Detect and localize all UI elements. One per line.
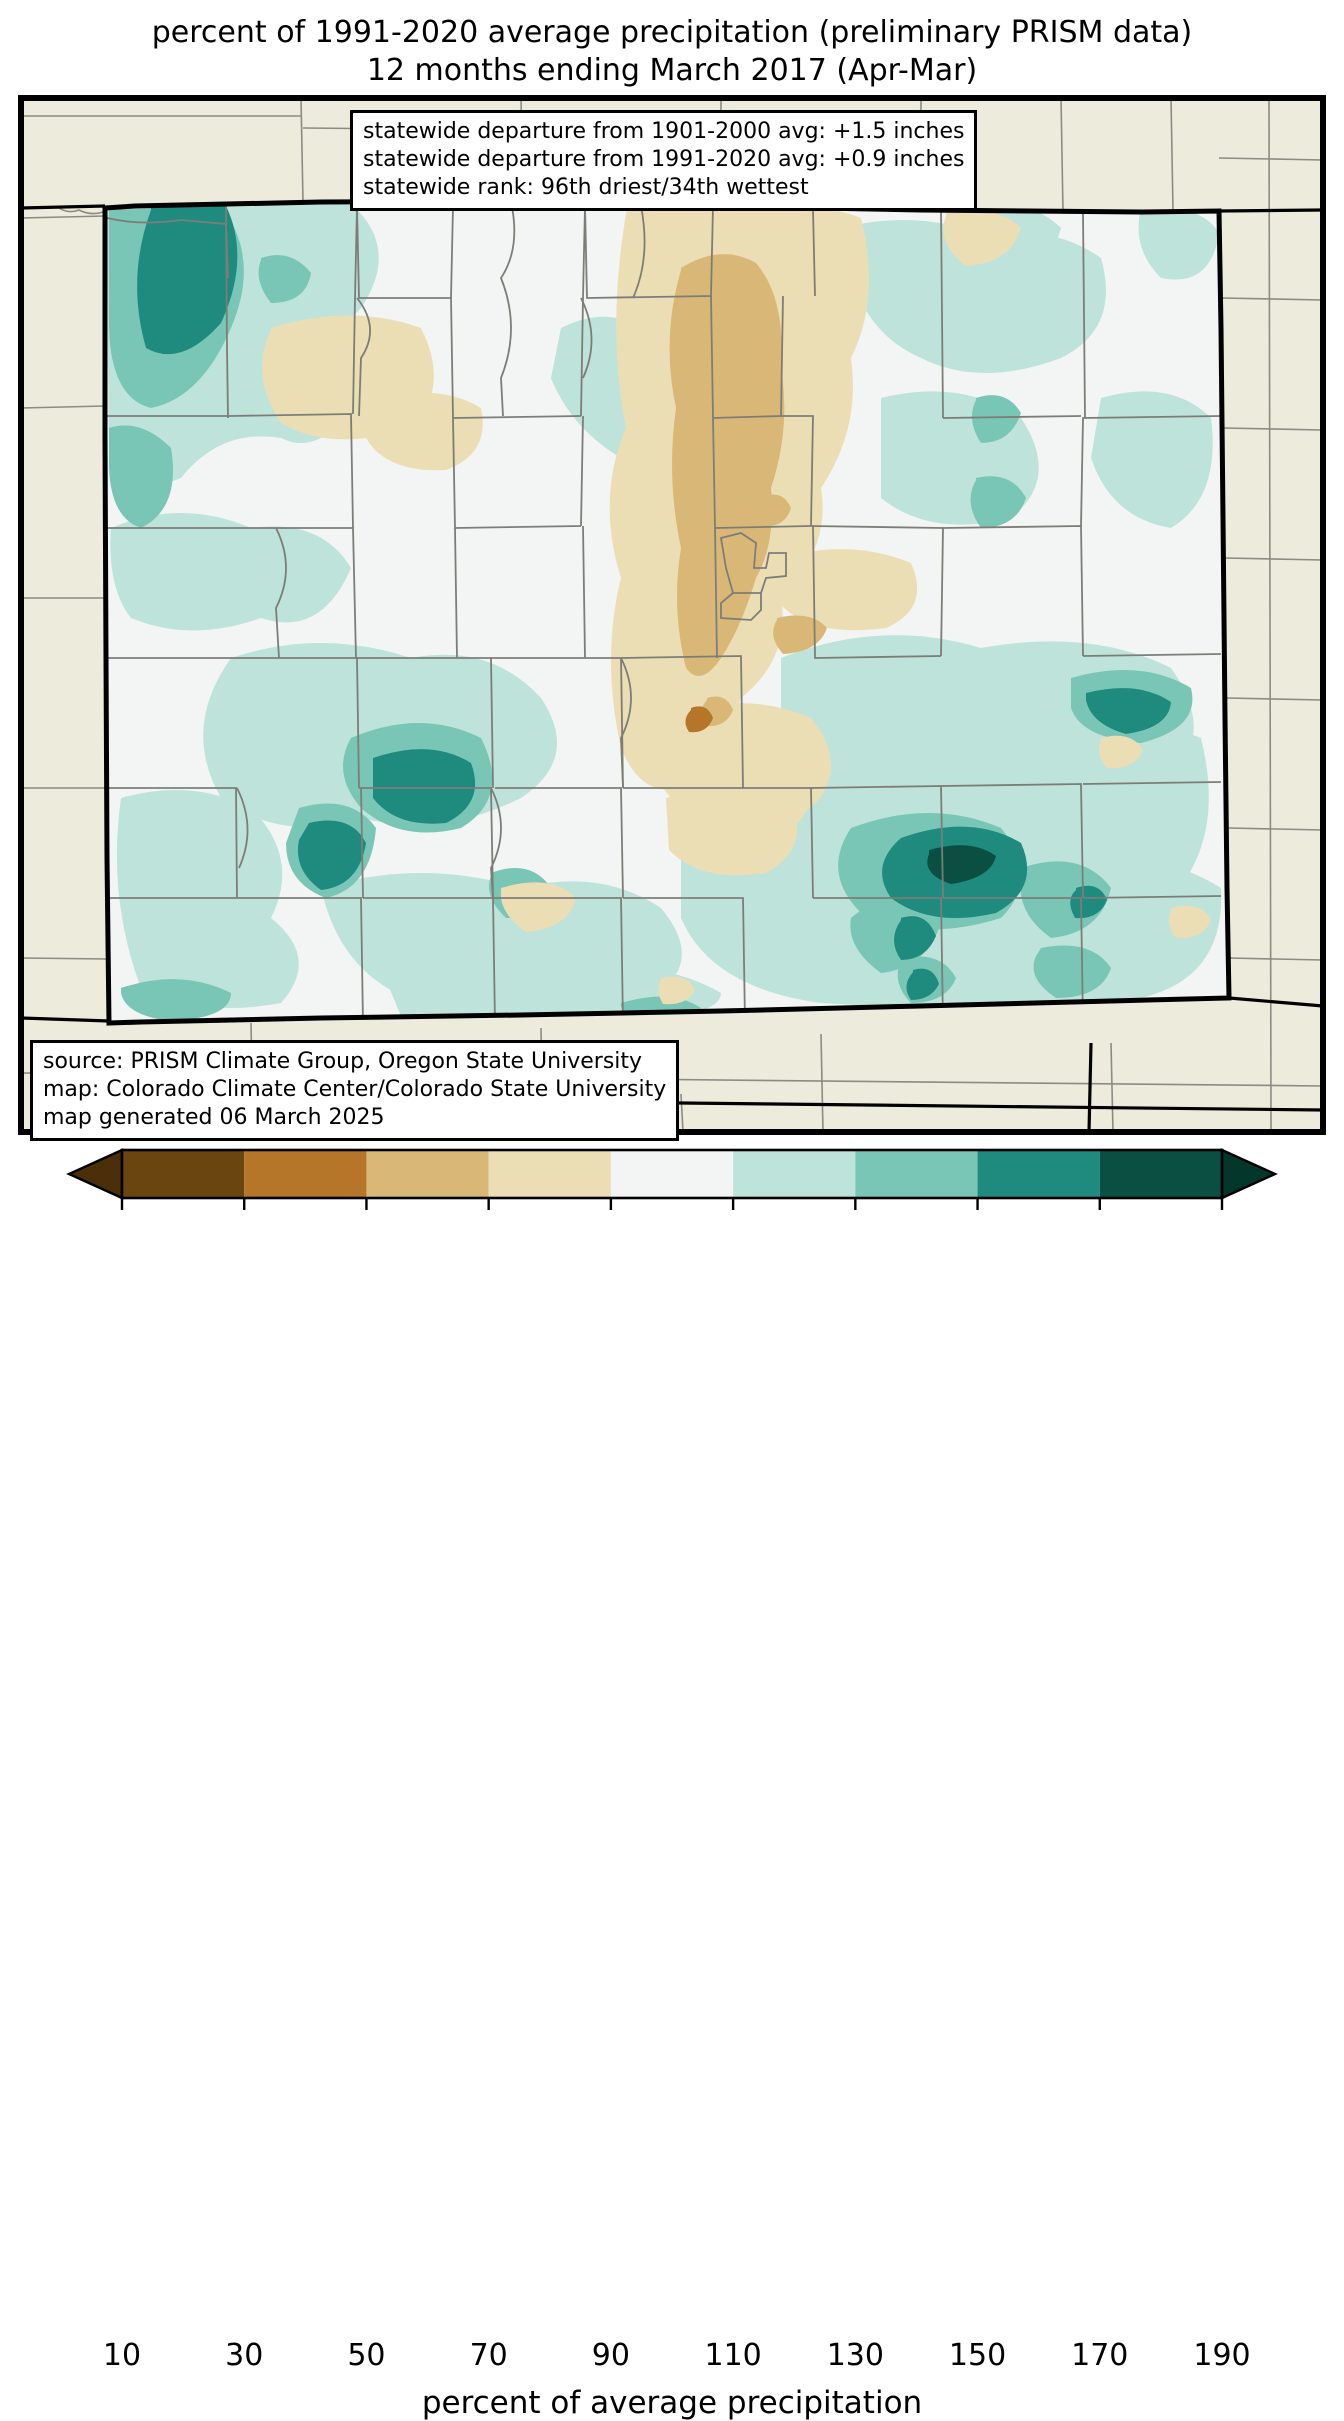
band-50-70 (669, 254, 827, 727)
source-line-1: source: PRISM Climate Group, Oregon Stat… (43, 1049, 643, 1074)
colorbar-band-30-50 (244, 1150, 367, 1198)
colorbar-under-arrow (66, 1148, 124, 1200)
colorbar-tick-label-10: 10 (102, 2338, 142, 2373)
stats-line-3: statewide rank: 96th driest/34th wettest (363, 175, 809, 200)
band-30-50 (685, 706, 713, 733)
colorado-precipitation-map (21, 98, 1323, 1132)
statewide-stats-box: statewide departure from 1901-2000 avg: … (350, 110, 978, 211)
source-line-2: map: Colorado Climate Center/Colorado St… (43, 1077, 667, 1102)
colorbar-band-150-170 (977, 1150, 1100, 1198)
colorbar-band-90-110 (610, 1150, 734, 1198)
page-title: percent of 1991-2020 average precipitati… (0, 14, 1344, 90)
colorbar-swatches (66, 1148, 1278, 1210)
title-line-2: 12 months ending March 2017 (Apr-Mar) (366, 53, 978, 88)
colorbar-tick-label-50: 50 (347, 2338, 386, 2373)
colorbar-band-50-70 (366, 1150, 489, 1198)
colorbar-tick-label-30: 30 (225, 2338, 264, 2373)
band-170-190 (927, 845, 996, 884)
colorbar-tick-label-190: 190 (1193, 2338, 1251, 2373)
colorbar: 10 30 50 70 90 110 130 150 170 190 percent of ave… (0, 1140, 1344, 2421)
precipitation-field (105, 201, 1229, 1023)
colorbar-band-10-30 (122, 1150, 245, 1198)
colorbar-tick-label-90: 90 (591, 2338, 630, 2373)
colorbar-band-group (66, 1148, 1278, 1200)
colorbar-tick-label-150: 150 (948, 2338, 1007, 2373)
map-canvas (18, 95, 1326, 1135)
colorbar-band-70-90 (488, 1150, 611, 1198)
colorbar-over-arrow (1220, 1148, 1278, 1200)
colorbar-tick-label-170: 170 (1071, 2338, 1129, 2373)
colorbar-tick-label-70: 70 (469, 2338, 508, 2373)
colorbar-tick-labels: 10 30 50 70 90 110 130 150 170 190 (0, 2338, 1344, 2378)
stats-line-2: statewide departure from 1991-2020 avg: … (363, 147, 965, 172)
colorbar-outline (120, 1148, 1224, 1200)
colorbar-band-130-150 (855, 1150, 978, 1198)
colorbar-tick-label-130: 130 (826, 2338, 884, 2373)
stats-line-1: statewide departure from 1901-2000 avg: … (363, 119, 965, 144)
precipitation-map-page: percent of 1991-2020 average precipitati… (0, 14, 1344, 2421)
colorbar-band-170-190 (1099, 1150, 1222, 1198)
title-line-1: percent of 1991-2020 average precipitati… (151, 15, 1193, 50)
colorado-county-lines (106, 201, 1229, 1023)
colorbar-band-110-130 (733, 1150, 856, 1198)
source-credits-box: source: PRISM Climate Group, Oregon Stat… (30, 1040, 680, 1141)
colorbar-tick-marks (120, 1198, 1224, 1210)
colorbar-axis-label: percent of average precipitation (421, 2385, 923, 2421)
source-line-3: map generated 06 March 2025 (43, 1105, 385, 1130)
colorbar-tick-label-110: 110 (704, 2338, 762, 2373)
